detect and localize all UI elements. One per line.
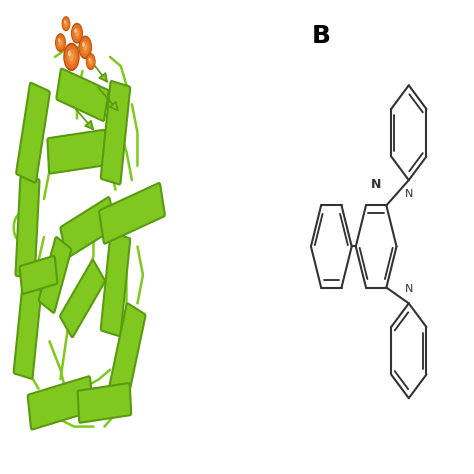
Circle shape [87,55,95,69]
Circle shape [71,23,83,44]
Circle shape [59,40,62,46]
Circle shape [64,20,66,23]
FancyBboxPatch shape [108,303,146,408]
Circle shape [64,21,67,26]
Text: N: N [405,284,413,294]
Text: N: N [371,178,382,191]
Circle shape [86,53,96,70]
FancyBboxPatch shape [101,233,130,336]
Circle shape [83,44,87,51]
Circle shape [88,57,93,66]
Circle shape [82,42,85,47]
Circle shape [58,38,60,42]
Circle shape [74,28,77,33]
Circle shape [57,37,64,48]
FancyBboxPatch shape [61,197,116,258]
FancyBboxPatch shape [101,81,130,184]
Circle shape [73,27,80,39]
Circle shape [64,19,68,28]
Circle shape [78,36,92,59]
FancyBboxPatch shape [19,256,57,294]
Circle shape [89,58,91,61]
Text: B: B [311,24,331,48]
Circle shape [56,35,65,51]
Circle shape [68,51,71,56]
FancyBboxPatch shape [14,285,41,379]
FancyBboxPatch shape [16,83,50,182]
Text: N: N [405,189,413,200]
Circle shape [63,43,80,71]
Circle shape [75,30,79,36]
FancyBboxPatch shape [47,130,107,173]
Circle shape [62,17,70,30]
FancyBboxPatch shape [39,237,71,313]
Circle shape [69,53,74,61]
FancyBboxPatch shape [56,69,109,121]
FancyBboxPatch shape [78,383,131,423]
FancyBboxPatch shape [99,183,165,244]
Circle shape [79,37,91,57]
Circle shape [55,33,66,52]
Circle shape [89,59,92,64]
Circle shape [62,16,70,31]
Circle shape [67,49,76,65]
FancyBboxPatch shape [28,376,93,429]
FancyBboxPatch shape [60,260,105,337]
Circle shape [82,41,89,54]
FancyBboxPatch shape [16,177,39,278]
Circle shape [64,45,79,69]
Circle shape [72,24,82,42]
